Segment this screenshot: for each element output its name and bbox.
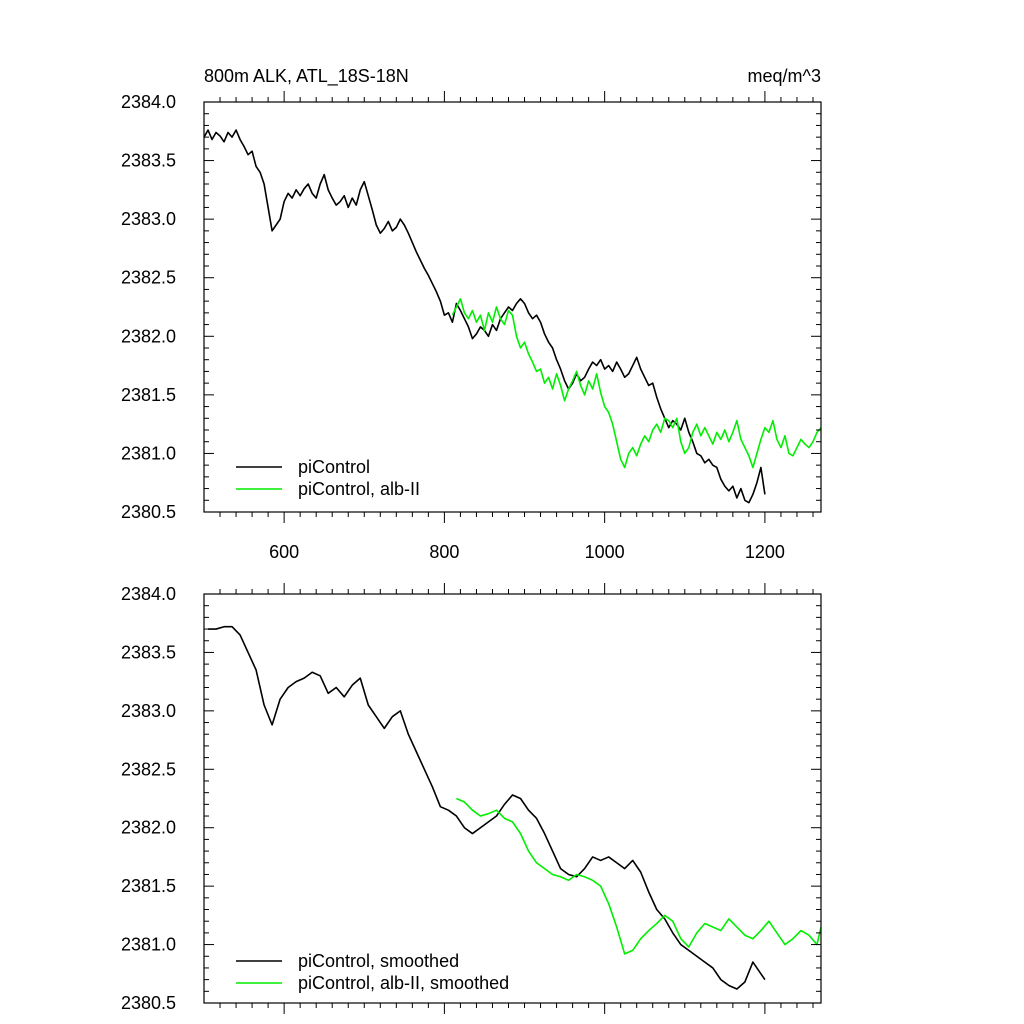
bottom-panel: 2380.5 2381.0 2381.5 2382.0 2382.5 2383.0 2383… <box>121 583 822 1014</box>
series-line-alb-ii <box>451 298 822 469</box>
y-tick-label: 2382.0 <box>121 326 176 346</box>
plot-frame <box>203 101 822 513</box>
header-left-title: 800m ALK, ATL_18S-18N <box>204 66 409 87</box>
y-tick-label: 2383.5 <box>121 642 176 662</box>
x-tick-label: 1200 <box>745 542 785 562</box>
series-line-picontrol <box>203 129 766 504</box>
plot-frame <box>203 593 822 1004</box>
y-tick-label: 2382.5 <box>121 759 176 779</box>
y-tick-label: 2381.5 <box>121 385 176 405</box>
y-tick-label: 2383.5 <box>121 151 176 171</box>
y-tick-label: 2383.0 <box>121 209 176 229</box>
y-tick-label: 2380.5 <box>121 993 176 1013</box>
legend-label-picontrol: piControl, smoothed <box>298 951 459 971</box>
y-tick-label: 2380.5 <box>121 502 176 522</box>
y-tick-label: 2381.0 <box>121 935 176 955</box>
series-line-picontrol <box>208 625 766 990</box>
legend-label-picontrol: piControl <box>298 457 370 477</box>
y-tick-label: 2381.5 <box>121 876 176 896</box>
x-tick-label: 600 <box>269 542 299 562</box>
series-line-alb-ii <box>456 797 822 955</box>
x-tick-label: 800 <box>429 542 459 562</box>
header-right-title: meq/m^3 <box>748 66 821 86</box>
y-tick-label: 2384.0 <box>121 584 176 604</box>
legend-label-alb-ii: piControl, alb-II <box>298 479 420 499</box>
y-tick-label: 2382.5 <box>121 268 176 288</box>
top-panel: 2380.5 2381.0 2381.5 2382.0 2382.5 2383.0 2383… <box>121 91 822 562</box>
x-tick-label: 1000 <box>585 542 625 562</box>
y-tick-label: 2384.0 <box>121 92 176 112</box>
y-tick-label: 2383.0 <box>121 701 176 721</box>
legend-label-alb-ii: piControl, alb-II, smoothed <box>298 973 509 993</box>
y-tick-label: 2382.0 <box>121 818 176 838</box>
y-tick-label: 2381.0 <box>121 443 176 463</box>
